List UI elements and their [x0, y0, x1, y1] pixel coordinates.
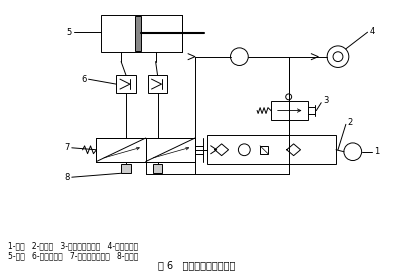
Bar [207, 135, 336, 164]
Bar [135, 15, 141, 51]
Bar [97, 138, 146, 161]
Bar [271, 101, 309, 120]
Bar [148, 75, 167, 93]
Bar [101, 15, 182, 52]
Circle shape [333, 52, 343, 62]
Circle shape [344, 143, 362, 161]
Bar [152, 164, 162, 173]
Text: 1-气源   2-三联件   3-二位三通电磁阀   4-气流振动器: 1-气源 2-三联件 3-二位三通电磁阀 4-气流振动器 [8, 241, 138, 250]
Bar [146, 138, 195, 161]
Circle shape [230, 48, 248, 65]
Circle shape [286, 94, 292, 100]
Bar [97, 138, 195, 161]
Text: 图 6   气动控制系统原理图: 图 6 气动控制系统原理图 [158, 260, 236, 270]
Text: 7: 7 [65, 143, 70, 152]
Bar [121, 164, 131, 173]
Text: 2: 2 [348, 118, 353, 127]
Text: 5: 5 [67, 28, 72, 37]
Bar [260, 146, 268, 154]
Text: 1: 1 [374, 147, 380, 156]
Text: 6: 6 [81, 75, 87, 84]
Bar [116, 75, 136, 93]
Text: 3: 3 [323, 96, 329, 105]
Circle shape [327, 46, 349, 67]
Text: 4: 4 [370, 27, 375, 36]
Text: 8: 8 [65, 173, 70, 182]
Circle shape [238, 144, 250, 156]
Text: 5-气缸   6-单向节流阀   7-二位五通电磁阀   8-消声器: 5-气缸 6-单向节流阀 7-二位五通电磁阀 8-消声器 [8, 251, 138, 260]
